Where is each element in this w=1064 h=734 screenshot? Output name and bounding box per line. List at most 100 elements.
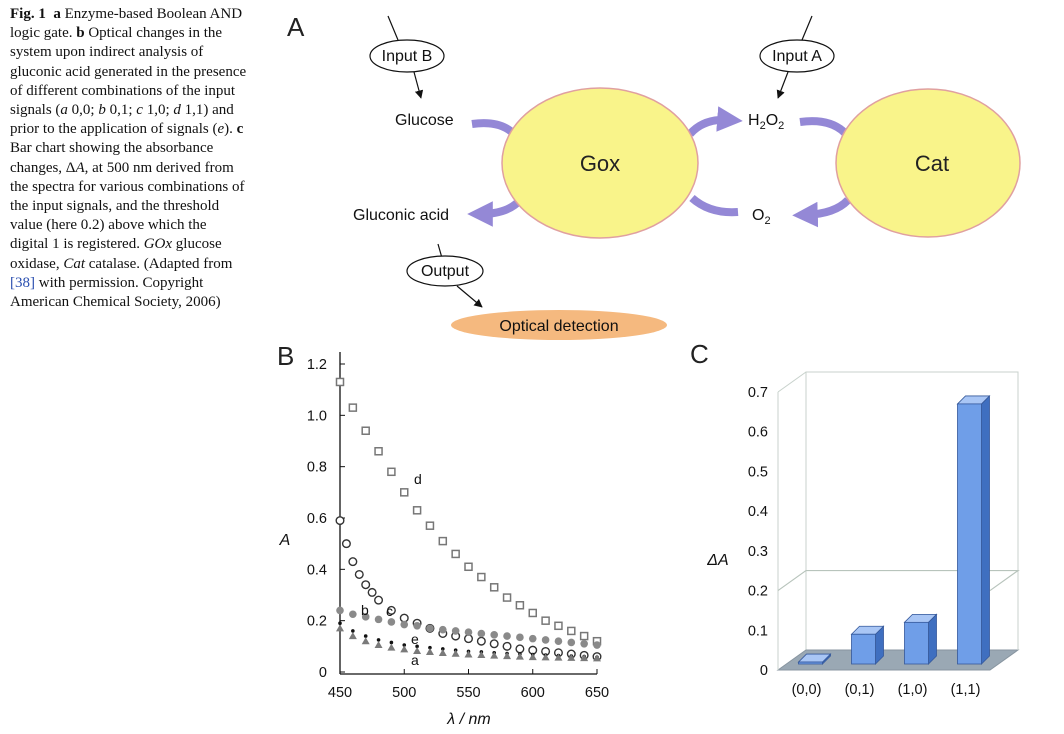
y-tick-label: 0.4 [307,562,327,578]
series-d-point [554,621,563,631]
output-label: Output [421,263,470,280]
panel-b-letter: B [277,341,294,371]
series-d-point [477,572,486,582]
series-e-point [338,621,342,626]
y-tick-label: 0.2 [748,584,768,600]
series-e-point [415,644,419,649]
h2o2-o: O [766,112,778,129]
caption-label-b: b [76,25,85,42]
y-tick-label: 0.2 [307,614,327,630]
series-e-point [351,629,355,633]
caption-text: 1,0; [142,102,174,119]
series-a-point [464,650,473,658]
caption-text-b1: Optical changes in the system upon indir… [10,25,247,119]
glucose-arrow [471,119,517,137]
input-a-arrow [776,71,789,99]
gox-label: Gox [580,151,620,176]
series-d-point [348,403,358,412]
series-b-point [426,624,434,633]
y-tick-label: 0 [760,663,768,679]
bar-side [928,613,937,665]
series-a-point [554,653,563,661]
series-b-point [374,615,383,624]
y-tick-label: 1.0 [307,408,327,424]
series-e-point [428,645,432,650]
y-tick-label: 0.6 [748,425,768,441]
x-tick-label: 600 [521,685,545,701]
caption-fig-number: Fig. 1 [10,6,46,22]
series-e-point [376,638,381,642]
series-c-point [386,605,396,615]
series-d-point [438,536,448,546]
threshold-plane [777,569,1020,592]
bar [904,621,929,665]
caption-text: 0,1; [105,102,137,119]
caption-text-a: Enzyme-based Boolean AND logic gate. [10,6,243,42]
series-d-point [412,506,422,515]
optical-detection-pill [451,310,667,340]
series-d-point [502,593,512,602]
series-b-point [490,630,499,639]
bar [957,403,982,665]
x-tick-label: (0,0) [792,682,822,698]
x-tick-label: 450 [328,685,352,701]
series-d-point [579,631,589,641]
caption-text: 1,1) and prior to the application of sig… [10,102,234,138]
y-tick-label: 0.6 [307,511,327,527]
series-b-point [567,638,576,647]
caption-text: ). [224,121,237,138]
series-b-point [503,632,511,640]
caption-text: 0,0; [67,102,99,119]
o2-in-arrow [689,194,739,217]
series-d-point [400,488,409,497]
series-b-point [580,639,588,648]
curve-label-b: b [361,602,369,618]
glucose-label: Glucose [395,112,454,129]
x-tick-label: 500 [392,685,416,701]
series-a-point [400,645,409,653]
y-tick-label: 0.3 [748,544,768,560]
series-e-point [389,640,394,645]
input-a-bubble [759,39,835,73]
series-a-point [387,643,396,651]
y-tick-label: 0.4 [748,504,768,520]
series-a-point [438,649,447,657]
o2-out-arrow [792,197,851,228]
caption-text-c2: , at 500 nm derived from the spectra for… [10,159,245,253]
series-d-point [567,626,576,636]
panel-a: A Input B Input A Gox Cat Glucose Glucon… [287,12,1021,340]
figure-caption: Fig. 1 a Enzyme-based Boolean AND logic … [10,5,248,312]
caption-cat-abbr: Cat [63,255,86,272]
series-a-point [567,653,576,661]
input-a-stem [801,15,813,41]
series-b-point [554,637,563,645]
curve-label-d: d [414,471,422,487]
caption-reference-link[interactable]: [38] [10,274,35,291]
x-tick-label: 650 [585,685,609,701]
series-d-point [528,608,537,618]
panel-c-letter: C [690,339,709,369]
series-e-point [363,634,368,638]
panel-a-letter: A [287,12,305,42]
y-axis-label: A [279,532,291,549]
caption-curve-e: e [217,121,225,138]
gluconic-arrow [467,197,524,227]
series-d-point [387,467,396,477]
y-tick-label: 0.1 [748,623,768,639]
series-c-point [341,539,351,549]
series-d-point [515,601,525,610]
series-b-point [477,629,486,638]
output-bubble [406,255,484,287]
series-a-point [515,652,524,660]
caption-label-a: a [53,6,61,22]
series-c-point [361,580,371,590]
x-tick-label: (0,1) [845,682,875,698]
output-arrow [456,285,483,308]
y-tick-label: 1.2 [307,357,327,373]
bar-side [981,394,990,665]
left-top-edge [777,371,807,393]
caption-curve-a: a [60,102,68,119]
y-tick-label: 0.8 [307,460,327,476]
series-b-point [541,636,550,644]
